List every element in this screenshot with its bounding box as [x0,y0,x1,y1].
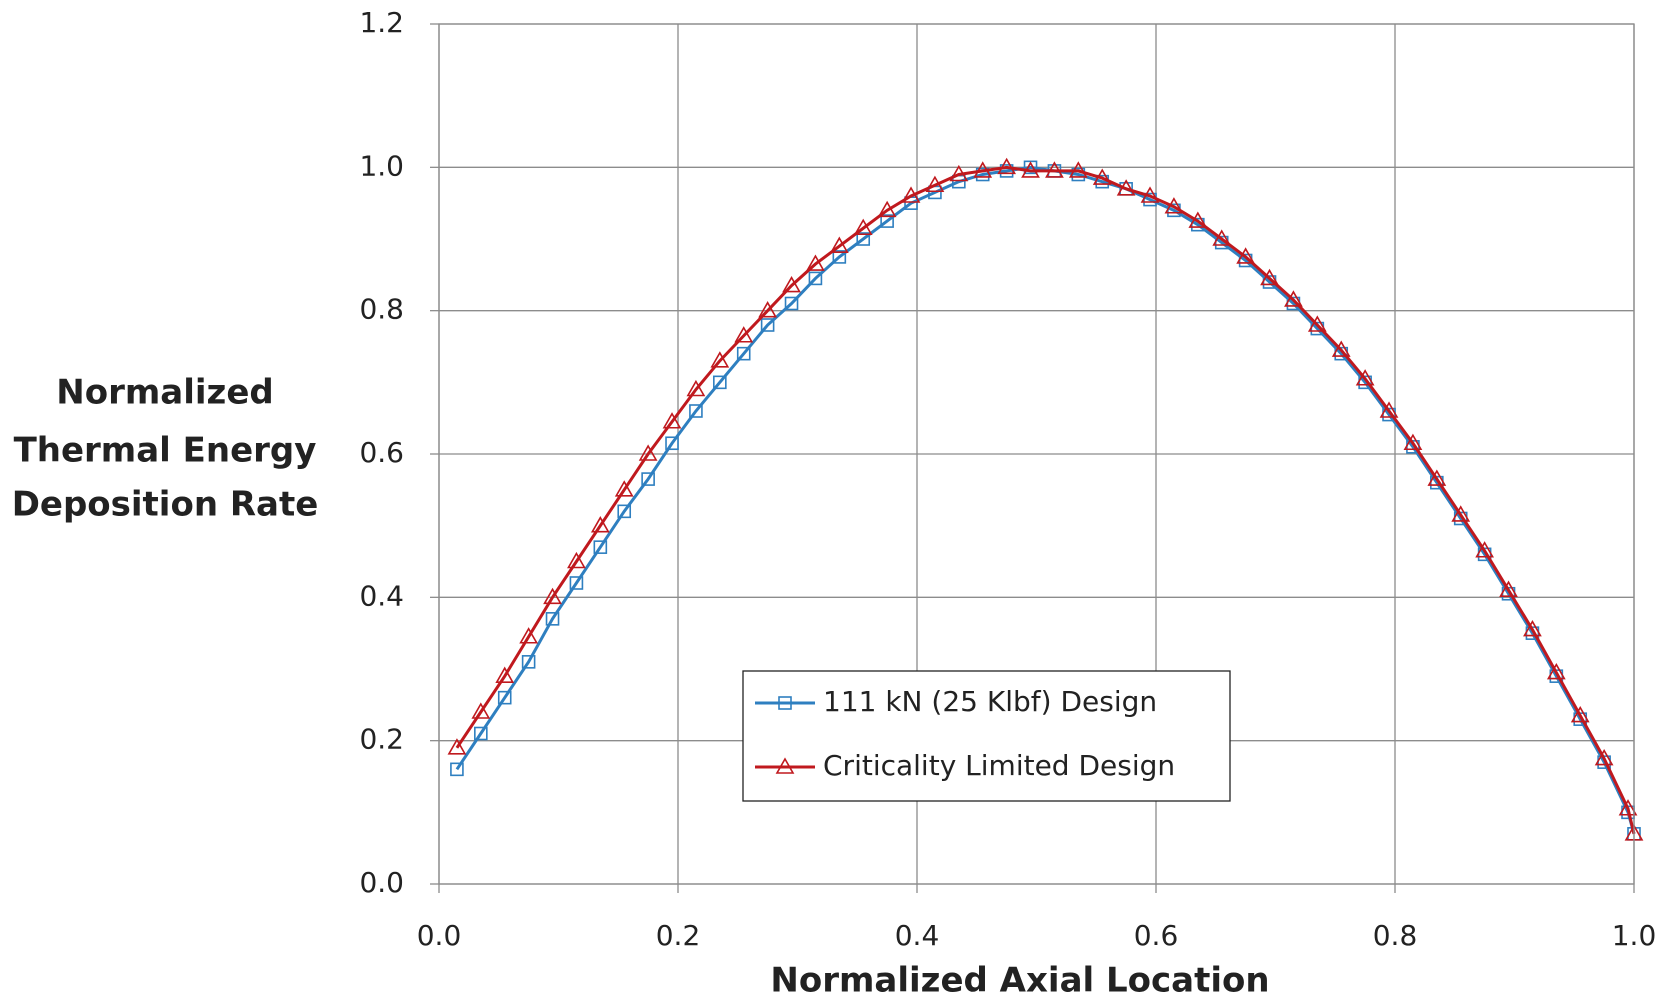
marker [1236,247,1256,264]
marker [901,186,921,203]
y-tick-label: 0.4 [359,579,404,612]
x-tick-label: 0.2 [656,919,701,952]
marker [1164,197,1184,214]
marker [1379,401,1399,418]
marker [1212,229,1232,246]
x-tick-label: 0.6 [1134,919,1179,952]
x-tick-label: 0.4 [895,919,940,952]
y-tick-label: 0.8 [359,293,404,326]
y-tick-label: 0.2 [359,723,404,756]
marker [614,480,634,497]
legend-box [742,670,1231,802]
marker [1188,211,1208,228]
marker [1307,315,1327,332]
y-axis-label: Normalized [56,373,273,413]
marker [782,275,801,293]
marker [543,587,562,605]
marker [1546,662,1566,680]
marker [1092,168,1112,185]
x-tick-label: 0.0 [417,919,462,952]
marker [519,627,539,644]
y-tick-label: 1.2 [359,6,404,39]
marker [1140,186,1160,203]
marker [760,318,775,332]
marker [1570,705,1590,723]
marker [1403,433,1423,451]
marker [1021,161,1040,178]
marker [567,551,586,569]
marker [617,504,632,519]
marker [1594,748,1614,766]
marker [689,404,703,418]
marker [1116,179,1136,196]
marker [806,254,825,271]
marker [1499,580,1518,597]
marker [949,164,969,182]
marker [1475,541,1495,558]
marker [471,702,491,719]
marker [497,690,512,705]
marker [997,157,1017,175]
marker [784,296,799,311]
marker [808,271,823,286]
marker [665,436,679,451]
x-tick-label: 0.8 [1373,919,1418,952]
y-axis-label: Thermal Energy [14,431,317,471]
marker [521,655,536,669]
marker [853,218,873,236]
y-tick-label: 0.0 [359,866,404,899]
series-line [455,165,1636,835]
marker [1451,505,1471,522]
marker [713,375,727,390]
marker [877,200,897,218]
marker [569,576,584,590]
marker [1045,161,1064,178]
marker [1618,799,1638,816]
marker [545,612,560,626]
marker [1331,340,1351,357]
y-tick-label: 0.6 [359,436,404,469]
marker [495,666,515,683]
marker [1355,369,1375,386]
legend-marker [775,757,795,774]
marker [758,301,778,318]
marker [662,412,682,429]
x-tick-label: 1.0 [1612,919,1657,952]
marker [1427,469,1447,486]
plot-frame [438,23,1635,885]
marker [593,540,608,554]
legend: 111 kN (25 Klbf) Design Criticality Limit… [742,670,1231,802]
marker [880,214,894,228]
x-axis-label: Normalized Axial Location [770,961,1269,997]
marker [973,161,993,178]
marker [736,346,751,361]
y-axis-label: Deposition Rate [12,485,319,525]
marker [1260,268,1279,286]
legend-label: Criticality Limited Design [823,749,1175,782]
marker [638,444,658,461]
legend-marker [778,696,792,710]
y-tick-label: 1.0 [359,149,404,182]
marker [710,351,730,368]
legend-label: 111 kN (25 Klbf) Design [823,685,1157,718]
marker [474,726,488,741]
marker [856,232,871,246]
marker [641,472,655,486]
marker [1284,290,1303,307]
marker [925,175,945,193]
marker [1068,161,1088,178]
marker [450,762,464,777]
marker [829,236,849,253]
marker [832,250,847,264]
marker [686,379,706,397]
marker [447,738,467,755]
marker [734,326,754,343]
marker [590,516,610,533]
marker [1523,619,1542,637]
